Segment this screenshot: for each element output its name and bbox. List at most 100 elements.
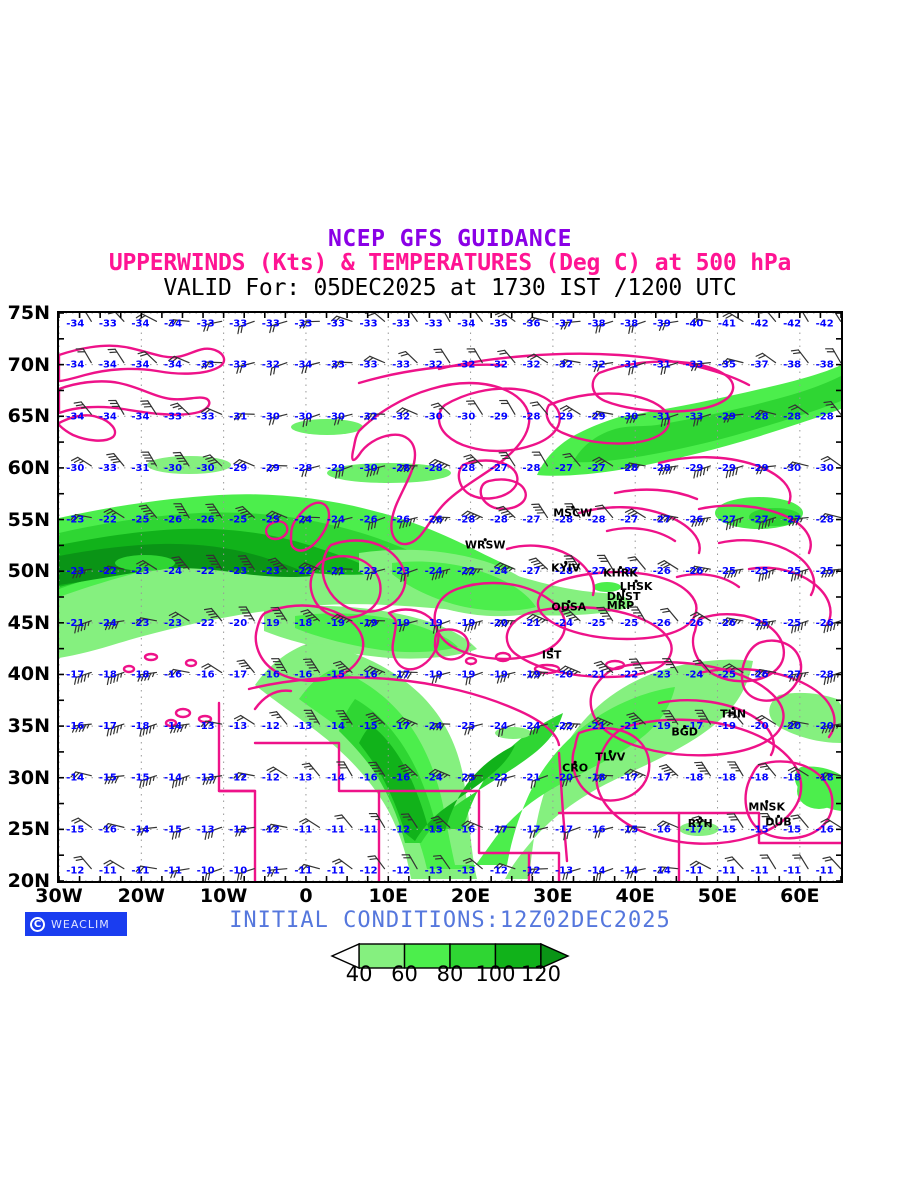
temperature-value: -33 [197, 360, 215, 371]
temperature-value: -31 [653, 360, 671, 371]
temperature-value: -16 [588, 824, 606, 835]
temperature-value: -31 [131, 463, 149, 474]
temperature-value: -32 [392, 411, 410, 422]
city-label-dub: DUB [765, 815, 791, 828]
temperature-value: -12 [262, 773, 280, 784]
temperature-value: -24 [294, 515, 312, 526]
city-label-mrp: MRP [607, 599, 634, 612]
temperature-value: -29 [327, 463, 345, 474]
temperature-value: -29 [588, 411, 606, 422]
temperature-value: -34 [131, 411, 149, 422]
temperature-value: -26 [685, 566, 703, 577]
temperature-value: -11 [360, 824, 378, 835]
lat-tick-50N: 50N [7, 560, 50, 583]
lon-tick-20W: 20W [117, 885, 166, 907]
temperature-value: -32 [360, 411, 378, 422]
temperature-value: -12 [229, 773, 247, 784]
wind-barbs [70, 313, 841, 881]
temperature-value: -33 [164, 411, 182, 422]
lon-tick-30E: 30E [533, 885, 573, 907]
temperature-value: -24 [490, 566, 508, 577]
temperature-value: -25 [816, 566, 834, 577]
temperature-value: -13 [457, 866, 475, 877]
temperature-value: -22 [99, 566, 117, 577]
temperature-value: -17 [653, 773, 671, 784]
temperature-value: -27 [555, 463, 573, 474]
temperature-value: -11 [131, 866, 149, 877]
colorbar-tick-100: 100 [475, 962, 516, 986]
temperature-value: -34 [164, 360, 182, 371]
temperature-value: -25 [718, 566, 736, 577]
temperature-value: -29 [718, 411, 736, 422]
temperature-value: -16 [816, 824, 834, 835]
temperature-value: -30 [620, 411, 638, 422]
temperature-value: -28 [555, 515, 573, 526]
temperature-value: -12 [229, 824, 247, 835]
temperature-value: -33 [392, 360, 410, 371]
temperature-value: -25 [457, 773, 475, 784]
lat-tick-20N: 20N [7, 870, 50, 892]
temperature-value: -24 [555, 618, 573, 629]
temperature-value: -18 [99, 669, 117, 680]
lat-tick-60N: 60N [7, 456, 50, 479]
temperature-value: -15 [425, 824, 443, 835]
temperature-value: -19 [718, 721, 736, 732]
temperature-value: -15 [327, 669, 345, 680]
lon-tick-0: 0 [299, 885, 313, 907]
temperature-value: -27 [653, 515, 671, 526]
city-label-thn: THN [720, 707, 746, 720]
temperature-value: -14 [653, 866, 671, 877]
temperature-value: -32 [522, 360, 540, 371]
temperature-value: -11 [751, 866, 769, 877]
temperature-value: -33 [392, 318, 410, 329]
temperature-value: -27 [783, 515, 801, 526]
temperature-value: -38 [588, 318, 606, 329]
temperature-value: -11 [327, 824, 345, 835]
city-label-ist: IST [542, 648, 562, 661]
temperature-value: -33 [360, 360, 378, 371]
temperature-value: -38 [620, 318, 638, 329]
temperature-value: -20 [751, 721, 769, 732]
temperature-value: -15 [718, 824, 736, 835]
city-label-ryh: RYH [688, 817, 713, 830]
temperature-value: -30 [783, 463, 801, 474]
temperature-value: -31 [229, 411, 247, 422]
temperature-value: -33 [99, 463, 117, 474]
temperature-value: -19 [522, 669, 540, 680]
temperature-value: -18 [751, 773, 769, 784]
temperature-value: -19 [457, 618, 475, 629]
temperature-value: -15 [99, 773, 117, 784]
temperature-value: -26 [197, 515, 215, 526]
temperature-value: -14 [131, 824, 149, 835]
map-gridlines [59, 313, 841, 881]
map-plot-area[interactable]: -34 -33 -34 -34 -33 -33 -33 -33 -33 -33 -33 -33 -34 -… [57, 311, 843, 883]
temperature-value: -38 [816, 360, 834, 371]
temperature-value: -23 [66, 566, 84, 577]
temperature-value: -27 [588, 463, 606, 474]
temperature-value: -19 [327, 618, 345, 629]
temperature-value: -28 [816, 515, 834, 526]
temperature-value: -26 [816, 618, 834, 629]
colorbar-tick-labels: 40 60 80 100 120 [330, 962, 570, 990]
temperature-value: -20 [555, 669, 573, 680]
temperature-value: -21 [588, 669, 606, 680]
temperature-value: -22 [457, 566, 475, 577]
temperature-value: -14 [327, 773, 345, 784]
temperature-value: -24 [522, 721, 540, 732]
temperature-value: -30 [294, 411, 312, 422]
temperature-value: -21 [522, 618, 540, 629]
temperature-value: -26 [360, 515, 378, 526]
temperature-value: -15 [783, 824, 801, 835]
copyright-icon: C [30, 916, 45, 932]
temperature-value: -15 [751, 824, 769, 835]
temperature-value: -31 [620, 360, 638, 371]
temperature-value: -33 [197, 411, 215, 422]
weaclim-label: WEACLIM [51, 917, 110, 931]
temperature-value: -38 [783, 360, 801, 371]
temperature-value: -17 [555, 824, 573, 835]
temperature-value: -19 [457, 669, 475, 680]
lat-tick-65N: 65N [7, 405, 50, 428]
temperature-value: -11 [783, 866, 801, 877]
temperature-value: -22 [490, 773, 508, 784]
temperature-value: -32 [457, 360, 475, 371]
